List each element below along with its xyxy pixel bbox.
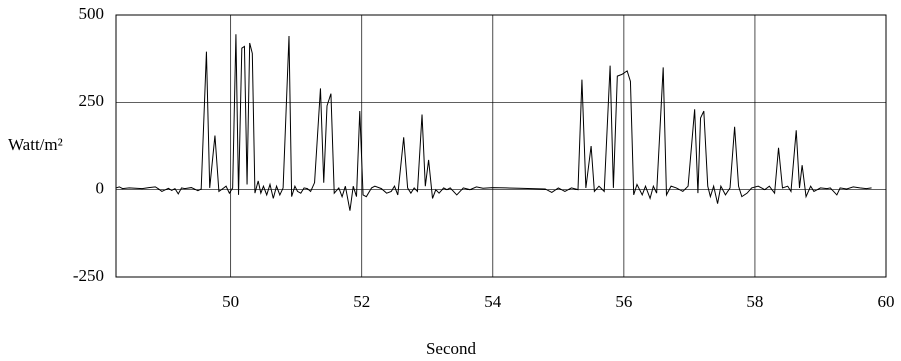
x-tick-label: 50 xyxy=(222,292,239,311)
x-tick-label: 54 xyxy=(484,292,502,311)
y-axis-label: Watt/m² xyxy=(8,135,63,154)
x-tick-label: 60 xyxy=(878,292,895,311)
y-tick-label: 250 xyxy=(79,91,105,110)
x-tick-label: 56 xyxy=(615,292,632,311)
x-axis-label: Second xyxy=(426,339,477,358)
plot-frame xyxy=(115,14,887,278)
data-line xyxy=(115,34,872,211)
y-tick-label: 0 xyxy=(96,179,105,198)
x-tick-label: 52 xyxy=(353,292,370,311)
x-tick-label: 58 xyxy=(746,292,763,311)
y-tick-label: 500 xyxy=(79,4,105,23)
y-tick-label: -250 xyxy=(73,266,104,285)
